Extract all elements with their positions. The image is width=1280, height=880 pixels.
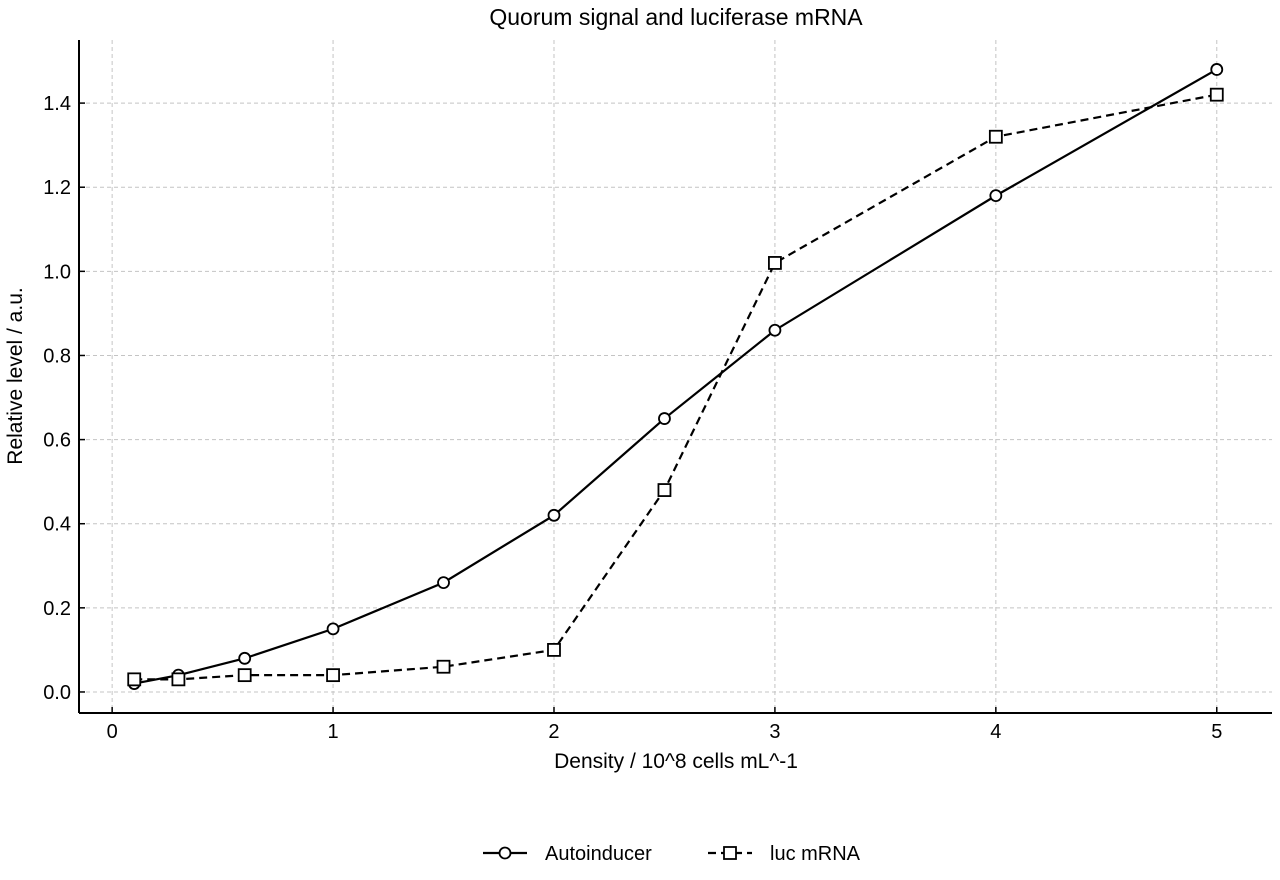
data-point-luc-mrna [547, 643, 561, 657]
y-tick-label: 1.2 [43, 177, 71, 199]
y-axis-label: Relative level / a.u. [4, 287, 27, 464]
data-point-autoinducer [326, 622, 340, 636]
series-layer [127, 63, 1224, 690]
data-point-luc-mrna [436, 659, 451, 674]
data-point-autoinducer [1210, 63, 1224, 76]
data-point-luc-mrna [326, 668, 340, 683]
y-tick-label: 0.2 [43, 598, 71, 620]
data-point-autoinducer [768, 323, 782, 337]
data-point-luc-mrna [127, 672, 142, 687]
x-tick-label: 4 [990, 721, 1001, 743]
data-point-autoinducer [238, 651, 252, 665]
legend-item-autoinducer: Autoinducer [483, 843, 652, 865]
series-line-luc-mrna [134, 93, 1217, 681]
chart-title: Quorum signal and luciferase mRNA [489, 4, 863, 30]
grid [79, 40, 1272, 713]
data-point-autoinducer [547, 508, 561, 522]
x-tick-label: 5 [1211, 721, 1222, 743]
legend-label: Autoinducer [545, 843, 652, 865]
y-tick-label: 0.4 [43, 514, 71, 536]
x-tick-label: 3 [769, 721, 780, 743]
legend-marker [498, 846, 512, 860]
y-tick-label: 1.0 [43, 261, 71, 283]
x-tick-label: 1 [328, 721, 339, 743]
data-point-luc-mrna [768, 256, 782, 270]
x-tick-label: 0 [107, 721, 118, 743]
y-tick-label: 0.8 [43, 345, 71, 367]
legend: Autoinducer luc mRNA [483, 843, 861, 865]
legend-marker [723, 846, 737, 860]
axes [78, 40, 1272, 714]
y-tick-label: 0.0 [43, 682, 71, 704]
data-point-autoinducer [437, 576, 450, 590]
data-point-luc-mrna [988, 129, 1003, 144]
data-point-autoinducer [989, 189, 1003, 203]
y-axis-ticks: 0.0 0.2 0.4 0.6 0.8 1.0 1.2 1.4 [43, 93, 85, 704]
data-point-luc-mrna [171, 672, 186, 687]
x-tick-label: 2 [548, 721, 559, 743]
data-point-luc-mrna [237, 668, 252, 683]
series-autoinducer [127, 63, 1224, 690]
y-tick-label: 1.4 [43, 93, 71, 115]
legend-item-luc-mrna: luc mRNA [708, 843, 861, 865]
x-axis-label: Density / 10^8 cells mL^-1 [554, 750, 798, 773]
y-tick-label: 0.6 [43, 430, 71, 452]
series-line-autoinducer [134, 68, 1218, 685]
series-luc-mrna [127, 87, 1224, 687]
legend-label: luc mRNA [770, 843, 861, 865]
data-point-luc-mrna [1209, 87, 1224, 102]
data-point-autoinducer [658, 412, 671, 425]
data-point-luc-mrna [657, 483, 672, 497]
x-axis-ticks: 0 1 2 3 4 5 [107, 707, 1222, 743]
